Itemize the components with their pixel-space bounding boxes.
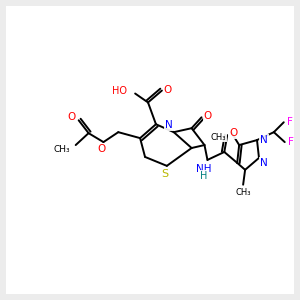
Text: O: O — [229, 128, 237, 138]
Text: CH₃: CH₃ — [211, 133, 226, 142]
Text: O: O — [164, 85, 172, 94]
Text: H: H — [200, 171, 207, 181]
Text: N: N — [165, 120, 173, 130]
Text: N: N — [260, 158, 268, 168]
Text: CH₃: CH₃ — [53, 145, 70, 154]
Text: O: O — [68, 112, 76, 122]
Text: F: F — [287, 117, 292, 127]
Text: O: O — [203, 111, 211, 121]
Text: NH: NH — [196, 164, 211, 174]
Text: N: N — [260, 135, 268, 145]
Text: O: O — [97, 144, 106, 154]
Text: F: F — [288, 137, 294, 147]
Text: HO: HO — [112, 85, 127, 96]
Text: CH₃: CH₃ — [236, 188, 251, 197]
Text: S: S — [161, 169, 168, 179]
